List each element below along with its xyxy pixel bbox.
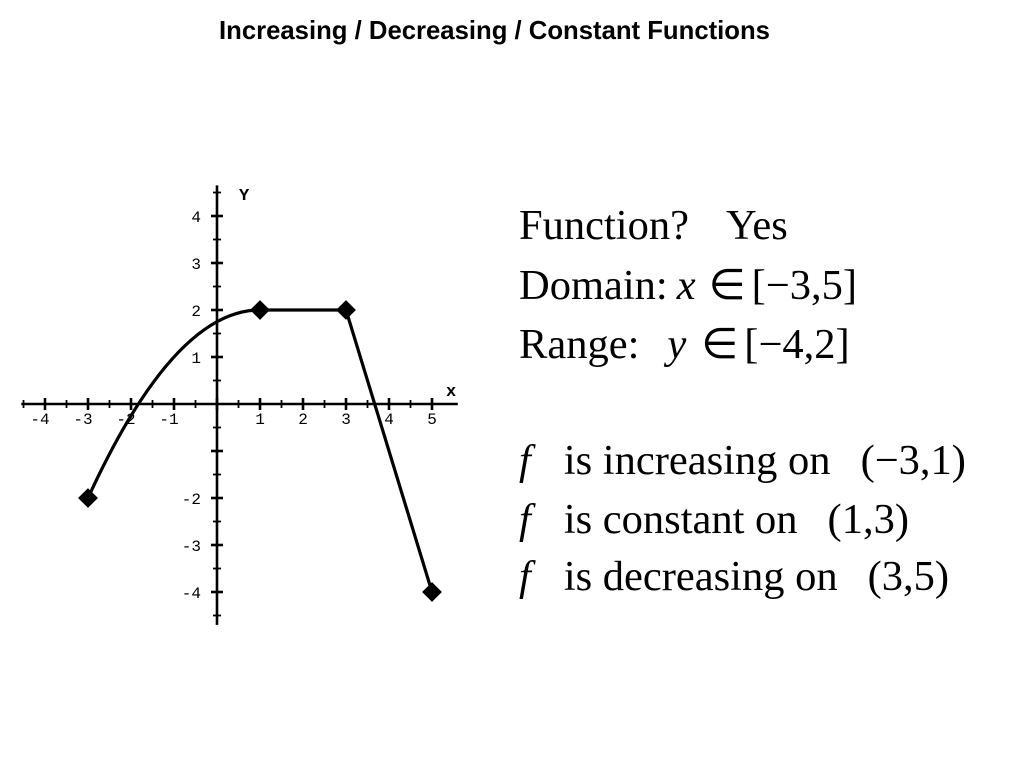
svg-text:3: 3: [341, 411, 351, 429]
svg-text:2: 2: [298, 411, 308, 429]
svg-text:3: 3: [191, 256, 201, 274]
svg-text:1: 1: [255, 411, 265, 429]
svg-text:4: 4: [191, 209, 201, 227]
svg-text:5: 5: [427, 411, 437, 429]
svg-text:-2: -2: [182, 491, 201, 509]
svg-text:-3: -3: [182, 538, 201, 556]
svg-text:Y: Y: [239, 187, 250, 206]
svg-text:-3: -3: [73, 411, 92, 429]
svg-text:-2: -2: [116, 411, 135, 429]
svg-text:x: x: [446, 383, 456, 402]
svg-text:-4: -4: [30, 411, 49, 429]
svg-text:-4: -4: [182, 585, 201, 603]
svg-text:1: 1: [191, 350, 201, 368]
svg-text:4: 4: [384, 411, 394, 429]
svg-text:-1: -1: [159, 411, 178, 429]
svg-text:2: 2: [191, 303, 201, 321]
